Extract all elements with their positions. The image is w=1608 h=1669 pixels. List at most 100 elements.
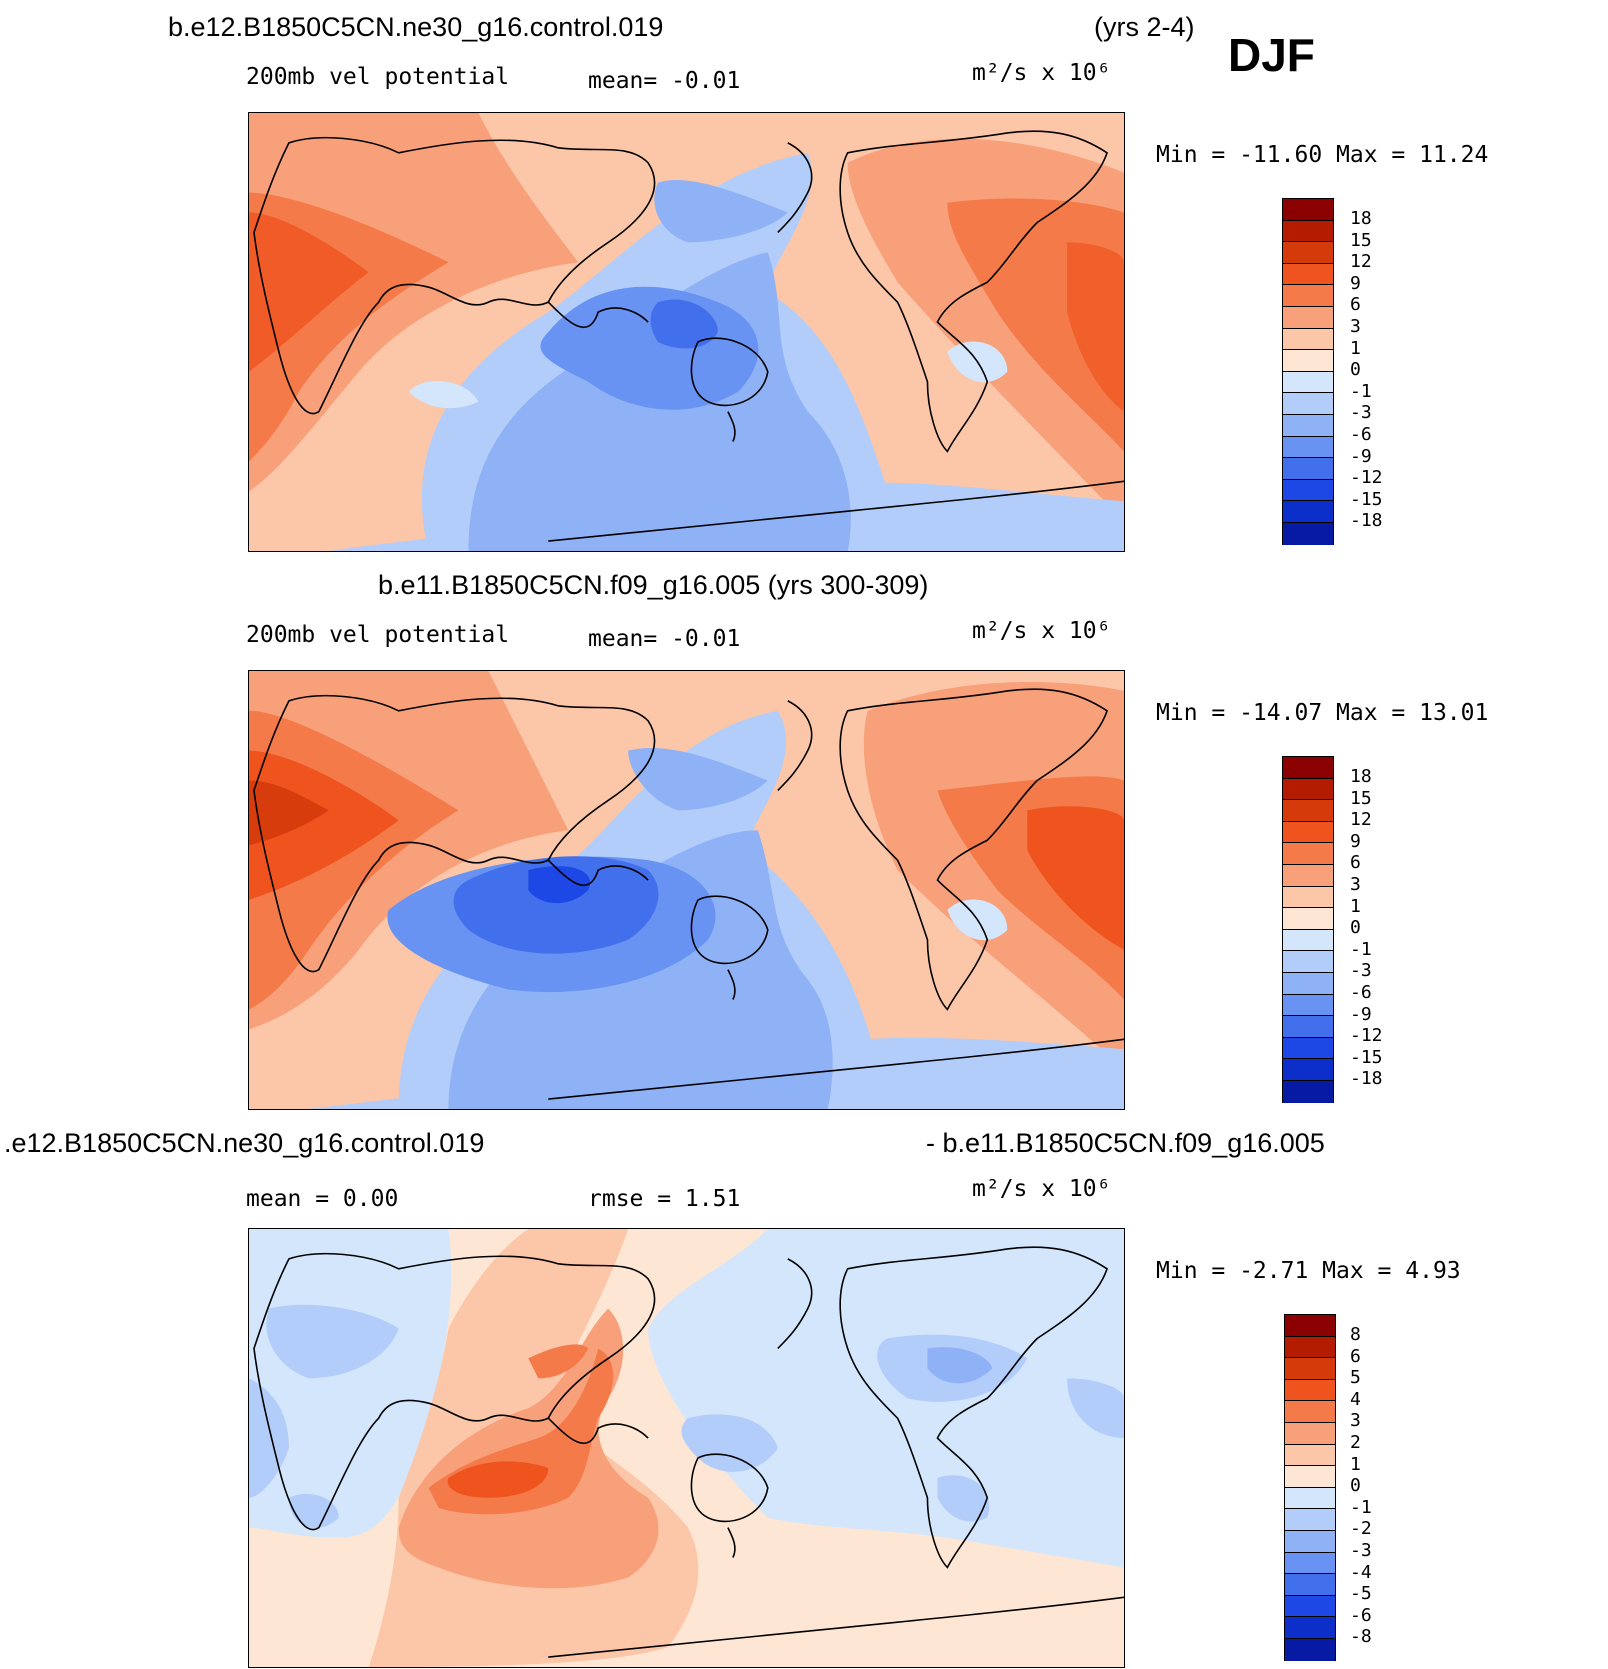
panel3-colorbar-swatch <box>1285 1315 1335 1337</box>
colorbar-tick: 8 <box>1350 1324 1361 1345</box>
panel2-colorbar-swatch <box>1283 951 1333 973</box>
colorbar-tick: -1 <box>1350 1497 1372 1518</box>
panel1-colorbar-swatch <box>1283 436 1333 459</box>
panel2-colorbar-swatch <box>1283 994 1333 1017</box>
colorbar-tick: 1 <box>1350 896 1361 917</box>
colorbar-tick: -6 <box>1350 1605 1372 1626</box>
panel1-map <box>248 112 1125 552</box>
panel2-colorbar-swatch <box>1283 757 1333 779</box>
colorbar-tick: 9 <box>1350 273 1361 294</box>
panel3-mean: mean = 0.00 <box>246 1186 399 1212</box>
panel2-colorbar-swatch <box>1283 800 1333 822</box>
colorbar-tick: 1 <box>1350 338 1361 359</box>
colorbar-tick: 0 <box>1350 1475 1361 1496</box>
panel1-colorbar-swatch <box>1283 350 1333 372</box>
colorbar-tick: 9 <box>1350 831 1361 852</box>
panel1-minmax: Min = -11.60 Max = 11.24 <box>1156 142 1489 168</box>
colorbar-tick: 1 <box>1350 1454 1361 1475</box>
colorbar-tick: -1 <box>1350 381 1372 402</box>
colorbar-tick: 15 <box>1350 230 1372 251</box>
colorbar-tick: 3 <box>1350 874 1361 895</box>
panel2-contours <box>249 671 1124 1109</box>
colorbar-tick: 0 <box>1350 359 1361 380</box>
panel2-colorbar-swatch <box>1283 1037 1333 1060</box>
panel2-colorbar-swatch <box>1283 972 1333 995</box>
panel3-colorbar-swatch <box>1285 1487 1335 1510</box>
colorbar-tick: -6 <box>1350 424 1372 445</box>
colorbar-tick: 18 <box>1350 766 1372 787</box>
panel1-colorbar-swatch <box>1283 393 1333 415</box>
colorbar-tick: -3 <box>1350 1540 1372 1561</box>
panel2-map <box>248 670 1125 1110</box>
panel2-colorbar-swatch <box>1283 864 1333 887</box>
panel2-colorbar <box>1282 756 1334 1103</box>
panel2-colorbar-swatch <box>1283 1059 1333 1081</box>
panel2-colorbar-swatch <box>1283 821 1333 844</box>
panel2-mean: mean= -0.01 <box>588 626 741 652</box>
panel1-colorbar-swatch <box>1283 220 1333 243</box>
colorbar-tick: -18 <box>1350 510 1383 531</box>
panel3-colorbar-swatch <box>1285 1379 1335 1402</box>
panel3-contours <box>249 1229 1124 1667</box>
colorbar-tick: -1 <box>1350 939 1372 960</box>
colorbar-tick: -12 <box>1350 1025 1383 1046</box>
panel3-colorbar-swatch <box>1285 1617 1335 1639</box>
panel1-colorbar-swatch <box>1283 501 1333 523</box>
panel2-minmax: Min = -14.07 Max = 13.01 <box>1156 700 1489 726</box>
panel3-colorbar-swatch <box>1285 1509 1335 1531</box>
panel3-colorbar-swatch <box>1285 1422 1335 1445</box>
panel2-colorbar-swatch <box>1283 843 1333 865</box>
panel2-colorbar-swatch <box>1283 1080 1333 1103</box>
panel2-colorbar-swatch <box>1283 908 1333 930</box>
panel3-minmax: Min = -2.71 Max = 4.93 <box>1156 1258 1461 1284</box>
panel3-colorbar-swatch <box>1285 1552 1335 1575</box>
panel1-variable: 200mb vel potential <box>246 64 510 90</box>
colorbar-tick: -18 <box>1350 1068 1383 1089</box>
colorbar-tick: 3 <box>1350 316 1361 337</box>
panel1-colorbar-swatch <box>1283 328 1333 351</box>
panel2-colorbar-swatch <box>1283 929 1333 952</box>
panel1-colorbar-swatch <box>1283 263 1333 286</box>
colorbar-tick: 12 <box>1350 809 1372 830</box>
panel1-colorbar-swatch <box>1283 242 1333 264</box>
panel3-title-subtracted: - b.e11.B1850C5CN.f09_g16.005 <box>926 1128 1325 1158</box>
panel3-colorbar-swatch <box>1285 1595 1335 1618</box>
colorbar-tick: -3 <box>1350 402 1372 423</box>
colorbar-tick: 6 <box>1350 1346 1361 1367</box>
panel3-title: .e12.B1850C5CN.ne30_g16.control.019 <box>4 1128 485 1158</box>
panel1-colorbar-swatch <box>1283 285 1333 307</box>
colorbar-tick: 6 <box>1350 852 1361 873</box>
colorbar-tick: 3 <box>1350 1410 1361 1431</box>
panel1-title: b.e12.B1850C5CN.ne30_g16.control.019 <box>168 12 664 42</box>
panel1-colorbar-swatch <box>1283 522 1333 545</box>
panel2-units: m²/s x 10⁶ <box>972 618 1111 644</box>
colorbar-tick: -15 <box>1350 489 1383 510</box>
colorbar-tick: 15 <box>1350 788 1372 809</box>
panel2-colorbar-swatch <box>1283 1016 1333 1038</box>
panel3-rmse: rmse = 1.51 <box>588 1186 741 1212</box>
panel2-variable: 200mb vel potential <box>246 622 510 648</box>
panel3-colorbar-swatch <box>1285 1401 1335 1423</box>
colorbar-tick: 2 <box>1350 1432 1361 1453</box>
colorbar-tick: -9 <box>1350 446 1372 467</box>
panel3-colorbar-swatch <box>1285 1444 1335 1467</box>
panel1-colorbar-swatch <box>1283 199 1333 221</box>
panel1-colorbar-swatch <box>1283 479 1333 502</box>
colorbar-tick: 6 <box>1350 294 1361 315</box>
panel1-colorbar-swatch <box>1283 458 1333 480</box>
panel3-units: m²/s x 10⁶ <box>972 1176 1111 1202</box>
season-label: DJF <box>1228 29 1315 81</box>
panel3-colorbar-swatch <box>1285 1466 1335 1488</box>
panel1-colorbar-swatch <box>1283 371 1333 394</box>
panel1-mean: mean= -0.01 <box>588 68 741 94</box>
colorbar-tick: -2 <box>1350 1518 1372 1539</box>
panel3-colorbar <box>1284 1314 1336 1661</box>
colorbar-tick: 18 <box>1350 208 1372 229</box>
colorbar-tick: -8 <box>1350 1626 1372 1647</box>
panel1-colorbar-swatch <box>1283 414 1333 437</box>
panel3-map <box>248 1228 1125 1668</box>
panel3-colorbar-swatch <box>1285 1358 1335 1380</box>
panel2-colorbar-swatch <box>1283 886 1333 909</box>
colorbar-tick: 12 <box>1350 251 1372 272</box>
panel2-title: b.e11.B1850C5CN.f09_g16.005 (yrs 300-309… <box>378 570 929 600</box>
